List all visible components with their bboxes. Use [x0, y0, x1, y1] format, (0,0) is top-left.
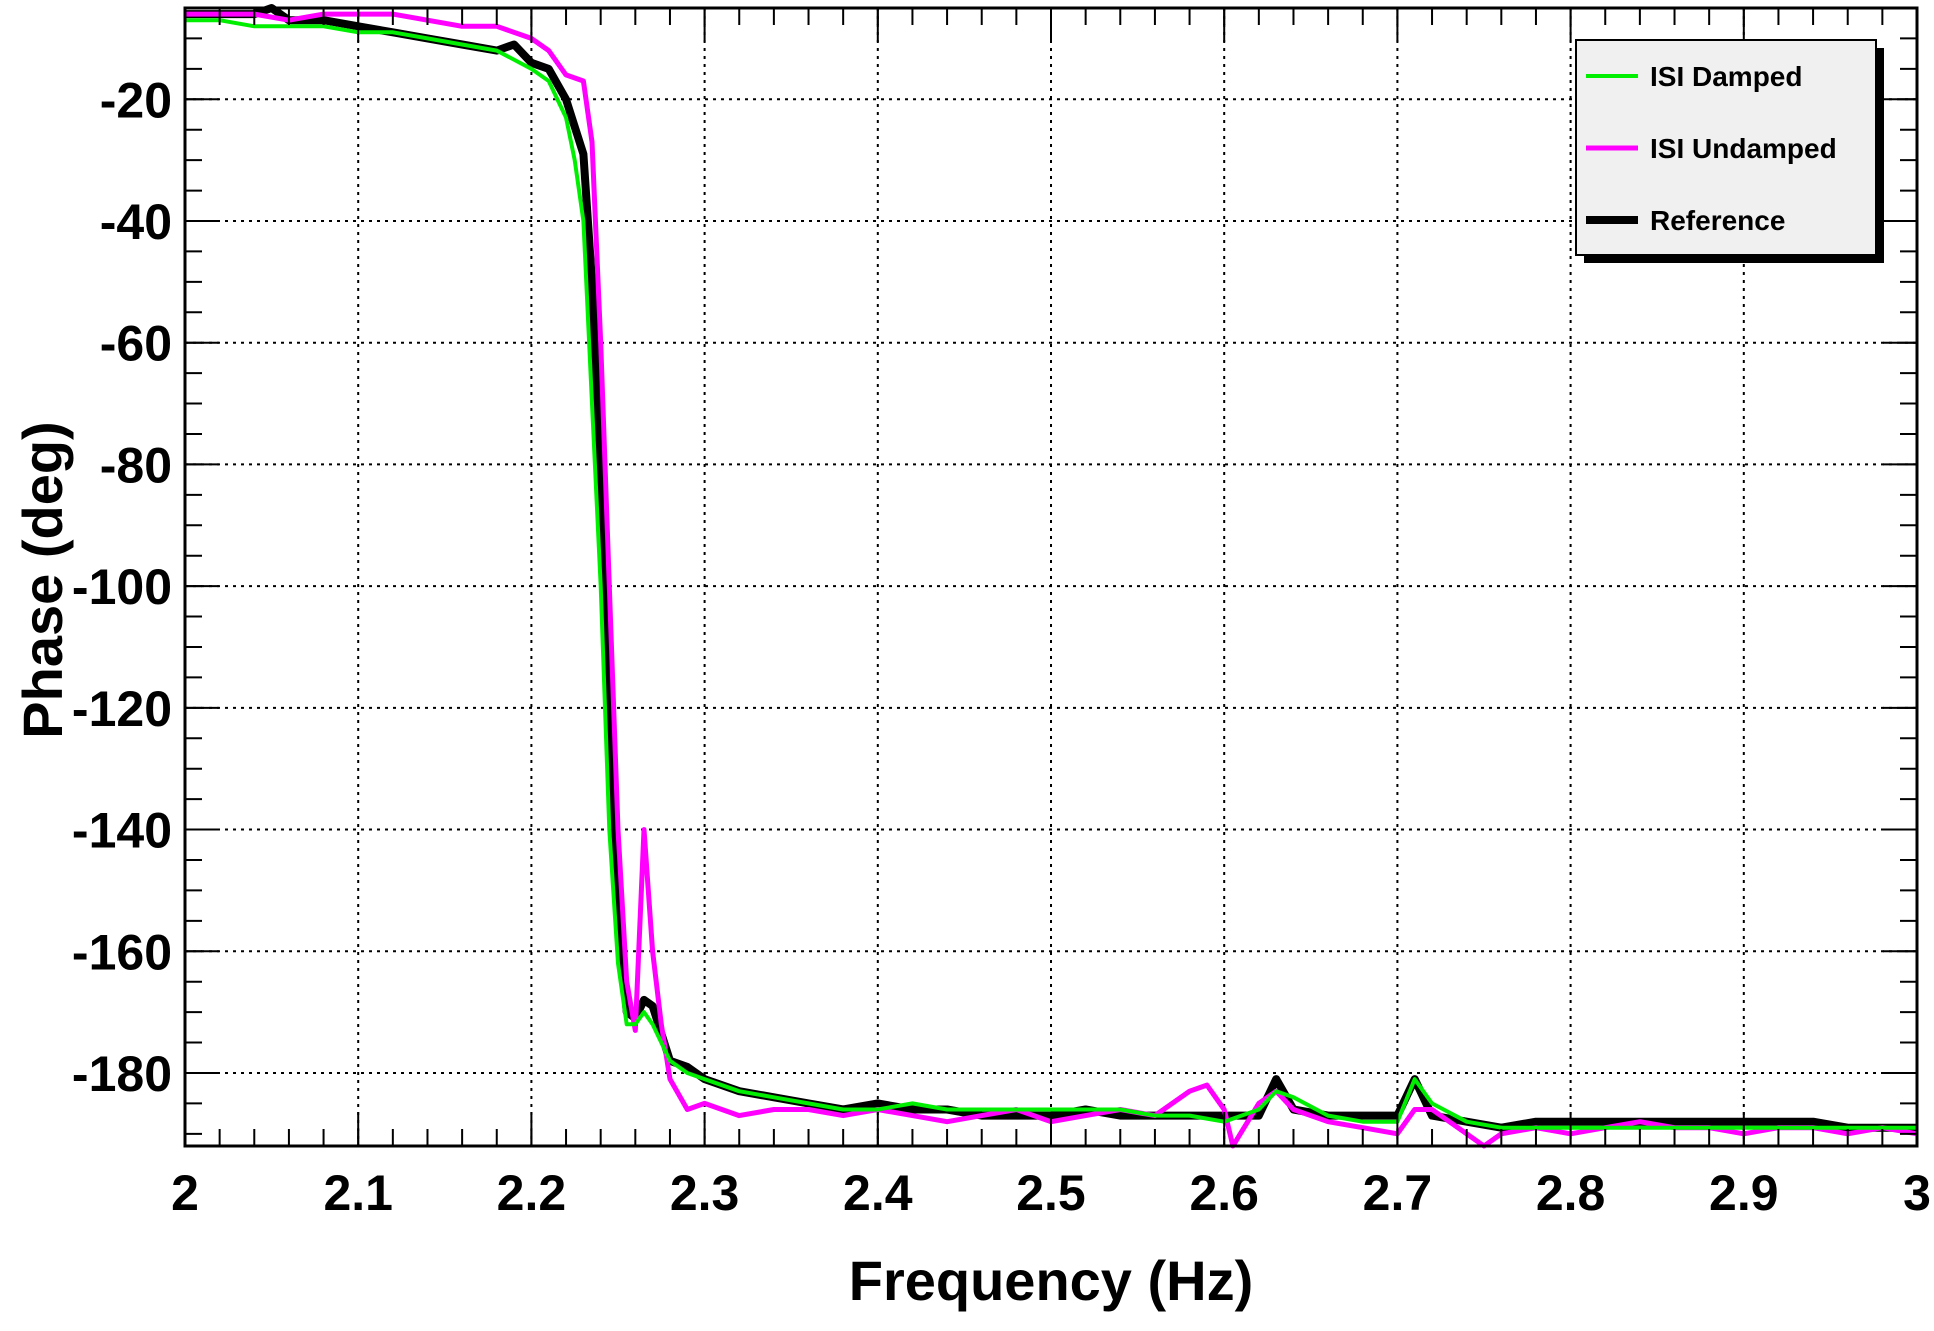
- x-axis-title: Frequency (Hz): [849, 1249, 1254, 1312]
- x-tick-label: 2.8: [1536, 1165, 1606, 1221]
- y-tick-label: -160: [72, 924, 172, 980]
- y-tick-label: -20: [100, 72, 172, 128]
- x-tick-label: 2.1: [323, 1165, 393, 1221]
- y-tick-label: -120: [72, 681, 172, 737]
- y-tick-label: -180: [72, 1046, 172, 1102]
- series-line-isi-damped: [185, 18, 1917, 1130]
- x-tick-label: 2.3: [670, 1165, 740, 1221]
- x-tick-label: 2.9: [1709, 1165, 1779, 1221]
- y-tick-label: -140: [72, 803, 172, 859]
- legend-label: ISI Damped: [1650, 61, 1802, 92]
- x-tick-label: 2.4: [843, 1165, 913, 1221]
- x-tick-label: 3: [1903, 1165, 1931, 1221]
- x-tick-label: 2.6: [1189, 1165, 1259, 1221]
- y-tick-label: -100: [72, 559, 172, 615]
- legend: ISI Damped ISI Undamped Reference: [1575, 39, 1884, 263]
- x-tick-label: 2.2: [497, 1165, 567, 1221]
- y-axis-title: Phase (deg): [11, 421, 74, 738]
- plot-frame: [183, 6, 1919, 1148]
- legend-label: ISI Undamped: [1650, 133, 1837, 164]
- y-tick-label: -40: [100, 194, 172, 250]
- x-tick-label: 2: [171, 1165, 199, 1221]
- x-tick-label: 2.5: [1016, 1165, 1086, 1221]
- y-tick-label: -80: [100, 437, 172, 493]
- series-group: [185, 4, 1918, 1149]
- grid: [185, 8, 1917, 1146]
- legend-label: Reference: [1650, 205, 1785, 236]
- y-tick-labels: -20 -40 -60 -80 -100 -120 -140 -160 -180: [72, 72, 172, 1102]
- x-tick-label: 2.7: [1363, 1165, 1433, 1221]
- y-tick-label: -60: [100, 316, 172, 372]
- x-tick-labels: 2 2.1 2.2 2.3 2.4 2.5 2.6 2.7 2.8 2.9 3: [171, 1165, 1931, 1221]
